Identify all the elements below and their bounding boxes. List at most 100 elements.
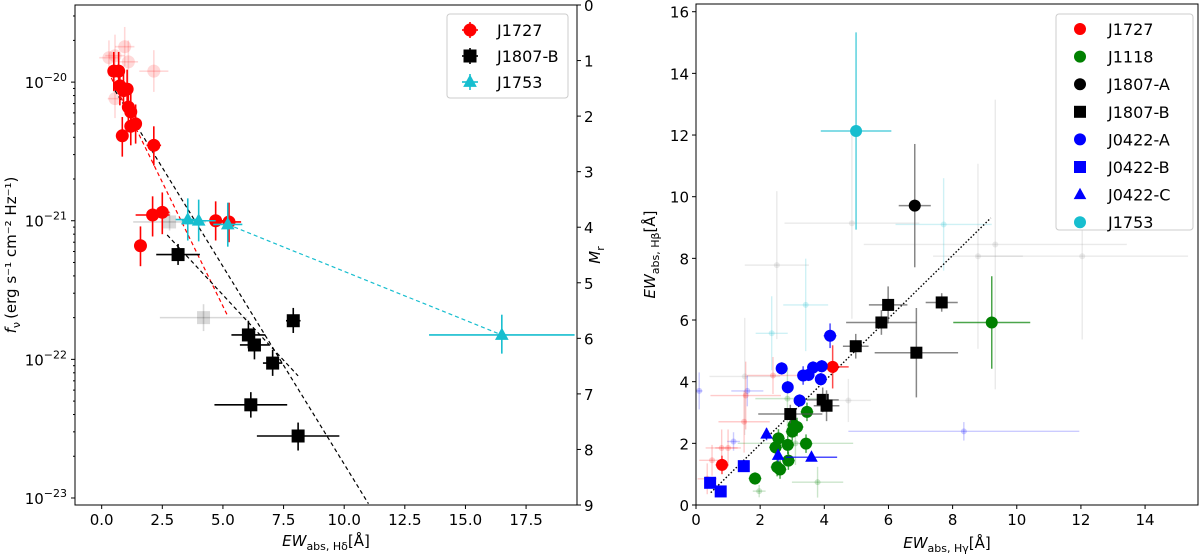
faded-data-point (802, 301, 809, 308)
legend-marker (463, 74, 477, 87)
fit-line (166, 234, 299, 377)
legend-marker (1074, 216, 1086, 229)
data-point (129, 117, 143, 131)
x-tick-label: 5.0 (211, 511, 235, 529)
x-tick-label: 17.5 (509, 511, 542, 529)
faded-data-point (1079, 253, 1086, 260)
data-point (784, 408, 797, 421)
x-tick-label: 10 (1007, 511, 1026, 529)
faded-data-point (741, 373, 748, 380)
y-tick-label: 6 (679, 312, 689, 330)
legend-label: J1807-A (1107, 75, 1170, 94)
faded-data-point (121, 55, 135, 69)
series-j0422-c (760, 427, 838, 462)
data-point (120, 82, 134, 96)
faded-data-point (744, 387, 751, 394)
y-axis-label-ylabel_sub: abs, Hβ (649, 232, 662, 274)
faded-points (696, 372, 1080, 451)
data-point (935, 296, 948, 309)
faded-data-point (118, 40, 132, 54)
data-point (985, 316, 998, 329)
legend-marker (1074, 50, 1086, 63)
series-j1807-b (133, 212, 248, 332)
y-tick-label: 10−22 (25, 348, 67, 369)
legend-label: J0422-C (1107, 186, 1170, 205)
faded-data-point (960, 428, 967, 435)
y-tick-exp: −22 (44, 348, 67, 361)
legend: J1727 J1118 J1807-A J1807-B J0422-A J0422-B J0… (1055, 13, 1194, 232)
legend-marker (1074, 23, 1086, 35)
x-axis-label-xlabel_sub: abs, Hγ (928, 542, 970, 554)
x-axis-label-xlabel_unit: [Å] (348, 531, 370, 550)
x-tick-label: 7.5 (272, 511, 296, 529)
y-axis-label: fν (erg s⁻¹ cm⁻² Hz⁻¹) (2, 177, 23, 334)
y-tick-label: 10 (670, 189, 689, 207)
faded-data-point (768, 330, 775, 337)
points-j1727 (107, 51, 242, 267)
legend-label: J0422-A (1107, 130, 1170, 149)
data-point (826, 360, 839, 373)
faded-data-point (102, 51, 116, 65)
faded-data-point (742, 392, 749, 399)
x-tick-label: 8 (948, 511, 958, 529)
y-tick-label: 0 (679, 497, 689, 515)
data-point (814, 373, 827, 386)
faded-data-point (696, 387, 703, 394)
y2-tick-label: 3 (584, 164, 594, 182)
legend-label: J1727 (496, 21, 542, 40)
x-axis-label-xlabel_sub: abs, Hδ (306, 540, 348, 553)
data-point (291, 429, 305, 443)
x-tick-label: 12 (1071, 511, 1090, 529)
data-point (908, 199, 921, 212)
y-axis-label: EWabs, Hβ[Å] (640, 210, 662, 298)
y-axis-label-ylabel_sub: ν (10, 322, 23, 328)
faded-data-point (709, 457, 716, 464)
y-tick-label: 10−21 (25, 210, 67, 231)
legend-marker (1073, 187, 1087, 200)
data-point (824, 329, 837, 342)
y-tick-base: 10 (25, 351, 44, 369)
faded-data-point (741, 418, 748, 425)
data-point (244, 398, 258, 412)
legend-box (446, 13, 569, 99)
data-point (180, 212, 195, 225)
y-tick-label: 12 (670, 127, 689, 145)
legend-marker (463, 23, 477, 37)
y2-axis-label-y2label_sub: r (594, 246, 607, 251)
data-point (286, 314, 300, 328)
data-point (715, 458, 728, 471)
y-tick-exp: −23 (44, 487, 67, 500)
y-tick-exp: −20 (44, 71, 67, 84)
x-axis-label: EWabs, Hγ[Å] (903, 533, 991, 554)
y-tick-label: 4 (679, 374, 689, 392)
faded-points (709, 99, 1189, 436)
faded-data-point (718, 444, 725, 451)
x-axis-label-xlabel: EW (903, 534, 928, 552)
data-point (882, 298, 895, 311)
data-point (815, 360, 828, 373)
left-plot-frame (74, 4, 578, 506)
data-point (155, 205, 169, 219)
legend-marker (463, 49, 477, 63)
y2-tick-label: 6 (584, 330, 594, 348)
x-tick-label: 0 (691, 511, 701, 529)
legend-label: J1753 (1107, 213, 1153, 232)
legend-marker (1074, 133, 1086, 146)
legend-marker (1074, 161, 1086, 173)
x-tick-label: 14 (1136, 511, 1155, 529)
data-point (247, 338, 261, 352)
legend-marker (1074, 78, 1086, 91)
series-j1118 (748, 276, 1031, 485)
faded-data-point (730, 438, 737, 445)
y2-axis-label: Mr (586, 246, 607, 264)
y-tick-base: 10 (25, 213, 44, 231)
data-point (737, 460, 750, 473)
x-tick-label: 10.0 (327, 511, 360, 529)
fit-j1807-b (114, 90, 369, 504)
data-point (800, 437, 813, 450)
x-tick-label: 6 (884, 511, 894, 529)
data-point (910, 346, 923, 359)
data-point (782, 454, 795, 467)
